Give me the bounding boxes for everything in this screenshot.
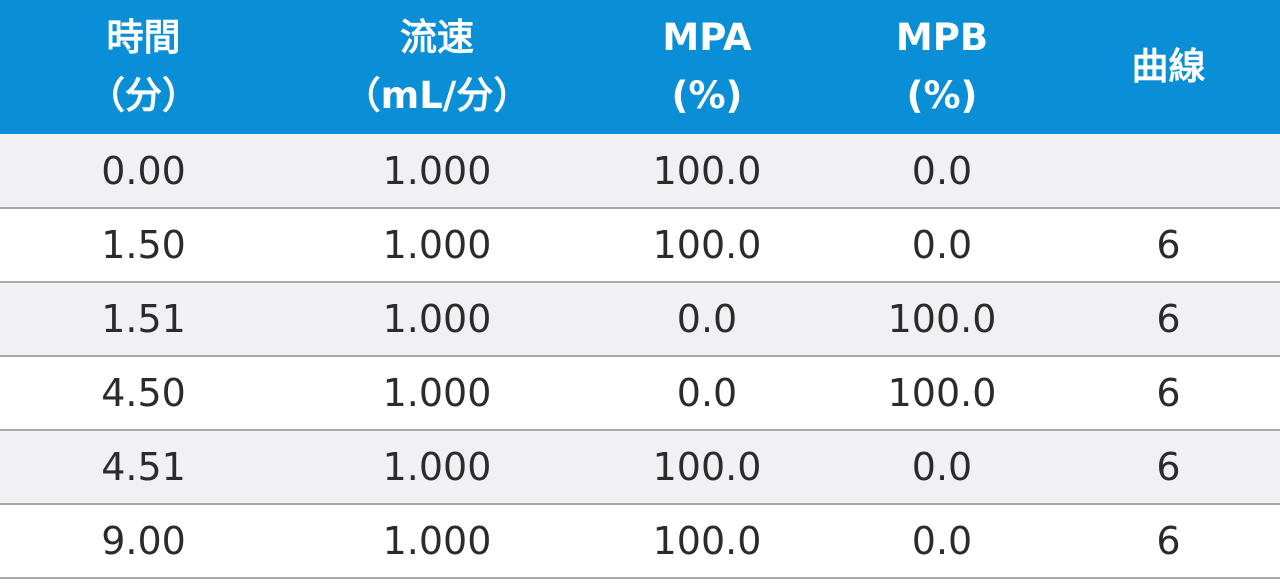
column-header-unit: （分） [88, 74, 199, 117]
cell-mpb: 100.0 [827, 282, 1057, 357]
cell-mpb: 0.0 [827, 134, 1057, 209]
table-row: 1.51 1.000 0.0 100.0 6 [0, 282, 1280, 357]
cell-flow-rate: 1.000 [287, 134, 587, 209]
table-body: 0.00 1.000 100.0 0.0 1.50 1.000 100.0 0.… [0, 134, 1280, 579]
cell-time: 9.00 [0, 504, 287, 579]
table-row: 4.50 1.000 0.0 100.0 6 [0, 356, 1280, 431]
cell-mpa: 100.0 [587, 504, 827, 579]
column-header-flow-rate: 流速 （mL/分） [287, 0, 587, 134]
column-header-label: 流速 [400, 16, 474, 59]
column-header-unit: (%) [906, 74, 978, 117]
cell-flow-rate: 1.000 [287, 356, 587, 431]
column-header-label: 曲線 [1131, 45, 1206, 88]
cell-curve: 6 [1057, 356, 1280, 431]
cell-mpa: 100.0 [587, 430, 827, 505]
column-header-mpb: MPB (%) [827, 0, 1057, 134]
cell-mpb: 0.0 [827, 208, 1057, 283]
cell-curve: 6 [1057, 208, 1280, 283]
column-header-label: 時間 [106, 16, 181, 59]
table-row: 1.50 1.000 100.0 0.0 6 [0, 208, 1280, 283]
column-header-label: MPB [895, 16, 989, 59]
cell-time: 4.50 [0, 356, 287, 431]
cell-curve [1057, 134, 1280, 209]
cell-mpb: 0.0 [827, 504, 1057, 579]
header-row: 時間 （分） 流速 （mL/分） MPA (%) MPB (%) 曲線 [0, 0, 1280, 134]
table-row: 4.51 1.000 100.0 0.0 6 [0, 430, 1280, 505]
cell-time: 0.00 [0, 134, 287, 209]
cell-mpb: 100.0 [827, 356, 1057, 431]
cell-flow-rate: 1.000 [287, 282, 587, 357]
cell-flow-rate: 1.000 [287, 208, 587, 283]
column-header-time: 時間 （分） [0, 0, 287, 134]
cell-time: 1.50 [0, 208, 287, 283]
cell-curve: 6 [1057, 504, 1280, 579]
column-header-mpa: MPA (%) [587, 0, 827, 134]
cell-mpa: 0.0 [587, 356, 827, 431]
cell-time: 1.51 [0, 282, 287, 357]
cell-curve: 6 [1057, 282, 1280, 357]
cell-flow-rate: 1.000 [287, 430, 587, 505]
column-header-unit: （mL/分） [343, 74, 531, 117]
cell-curve: 6 [1057, 430, 1280, 505]
cell-time: 4.51 [0, 430, 287, 505]
column-header-unit: (%) [671, 74, 743, 117]
cell-mpa: 100.0 [587, 208, 827, 283]
cell-mpa: 100.0 [587, 134, 827, 209]
table-row: 9.00 1.000 100.0 0.0 6 [0, 504, 1280, 579]
table-header: 時間 （分） 流速 （mL/分） MPA (%) MPB (%) 曲線 [0, 0, 1280, 134]
cell-flow-rate: 1.000 [287, 504, 587, 579]
cell-mpa: 0.0 [587, 282, 827, 357]
column-header-curve: 曲線 [1057, 0, 1280, 134]
column-header-label: MPA [662, 16, 752, 59]
cell-mpb: 0.0 [827, 430, 1057, 505]
table-row: 0.00 1.000 100.0 0.0 [0, 134, 1280, 209]
